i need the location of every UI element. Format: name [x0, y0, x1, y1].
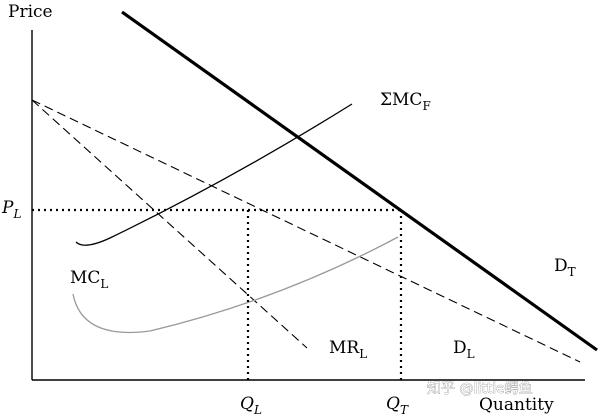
- mc-leader-sub: L: [100, 277, 108, 291]
- mr-leader-sub: L: [359, 347, 367, 361]
- leader-marginal-revenue-curve: [31, 99, 308, 349]
- y-axis-label: Price: [8, 2, 53, 22]
- x-axis-label: Quantity: [479, 395, 554, 415]
- mc-leader-main: MC: [70, 268, 100, 288]
- q-leader-tick-label: QL: [240, 394, 262, 416]
- d-total-sub: T: [568, 265, 576, 279]
- mc-leader-label: MCL: [70, 268, 108, 291]
- q-total-tick-sub: T: [400, 403, 409, 416]
- sum-mc-sub: F: [422, 99, 430, 113]
- total-demand-curve: [121, 10, 598, 352]
- followers-marginal-cost-curve: [75, 103, 353, 246]
- q-total-tick-label: QT: [386, 394, 409, 416]
- q-leader-tick-sub: L: [253, 403, 262, 416]
- watermark-text: 知乎 @little鳄鱼: [427, 380, 533, 397]
- mr-leader-main: MR: [329, 338, 360, 358]
- price-tick-sub: L: [12, 207, 21, 221]
- price-tick-main: P: [1, 198, 14, 218]
- d-leader-main: D: [453, 338, 467, 358]
- d-total-main: D: [554, 256, 568, 276]
- price-tick-label: PL: [1, 198, 21, 221]
- mr-leader-label: MRL: [329, 338, 367, 361]
- d-total-label: DT: [554, 256, 576, 279]
- d-leader-label: DL: [453, 338, 475, 361]
- q-total-tick-main: Q: [386, 394, 400, 414]
- d-leader-sub: L: [467, 347, 475, 361]
- q-leader-tick-main: Q: [240, 394, 254, 414]
- sum-mc-main: ΣMC: [380, 90, 422, 110]
- sum-mc-followers-label: ΣMCF: [380, 90, 431, 113]
- leader-marginal-cost-curve: [72, 236, 399, 334]
- leader-demand-curve: [31, 99, 581, 363]
